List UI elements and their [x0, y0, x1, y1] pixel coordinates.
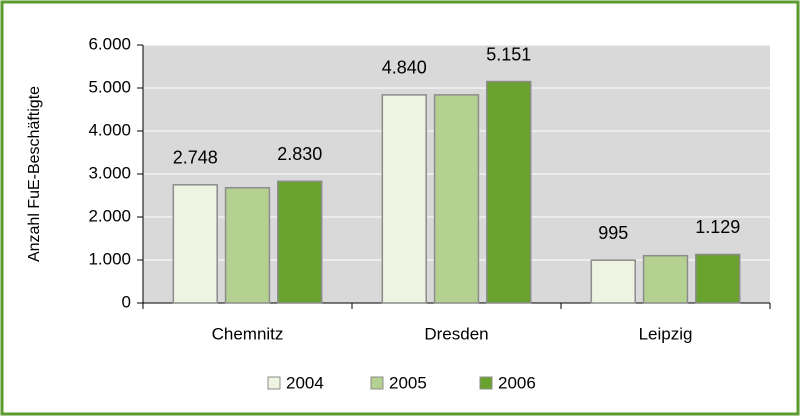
- legend-swatch: [479, 376, 493, 390]
- bar: [642, 254, 689, 304]
- data-label: 2.748: [173, 148, 218, 168]
- bar: [172, 184, 218, 304]
- legend-swatch: [370, 376, 384, 390]
- bar: [695, 253, 741, 304]
- data-label: 995: [598, 223, 628, 243]
- bar: [381, 94, 427, 304]
- y-tick-label: 4.000: [88, 120, 131, 139]
- y-tick-label: 0: [122, 292, 131, 311]
- data-label: 1.129: [695, 217, 740, 237]
- legend-label: 2006: [498, 373, 536, 392]
- y-tick-label: 6.000: [88, 34, 131, 53]
- legend-swatch: [267, 376, 281, 390]
- data-label: 4.840: [382, 58, 427, 78]
- bar: [486, 80, 532, 304]
- x-tick-label: Leipzig: [639, 324, 693, 343]
- y-tick-label: 5.000: [88, 77, 131, 96]
- y-tick-label: 2.000: [88, 206, 131, 225]
- data-label: 2.830: [277, 144, 322, 164]
- x-tick-label: Chemnitz: [212, 324, 284, 343]
- y-tick-label: 1.000: [88, 249, 131, 268]
- y-axis-label: Anzahl FuE-Beschäftigte: [26, 86, 43, 262]
- data-label: 5.151: [486, 44, 531, 64]
- bar: [590, 259, 636, 304]
- legend-label: 2005: [389, 373, 427, 392]
- x-tick-label: Dresden: [424, 324, 488, 343]
- bar: [224, 187, 271, 304]
- bar: [433, 94, 480, 304]
- y-tick-label: 3.000: [88, 163, 131, 182]
- legend-label: 2004: [286, 373, 324, 392]
- bar: [277, 180, 323, 304]
